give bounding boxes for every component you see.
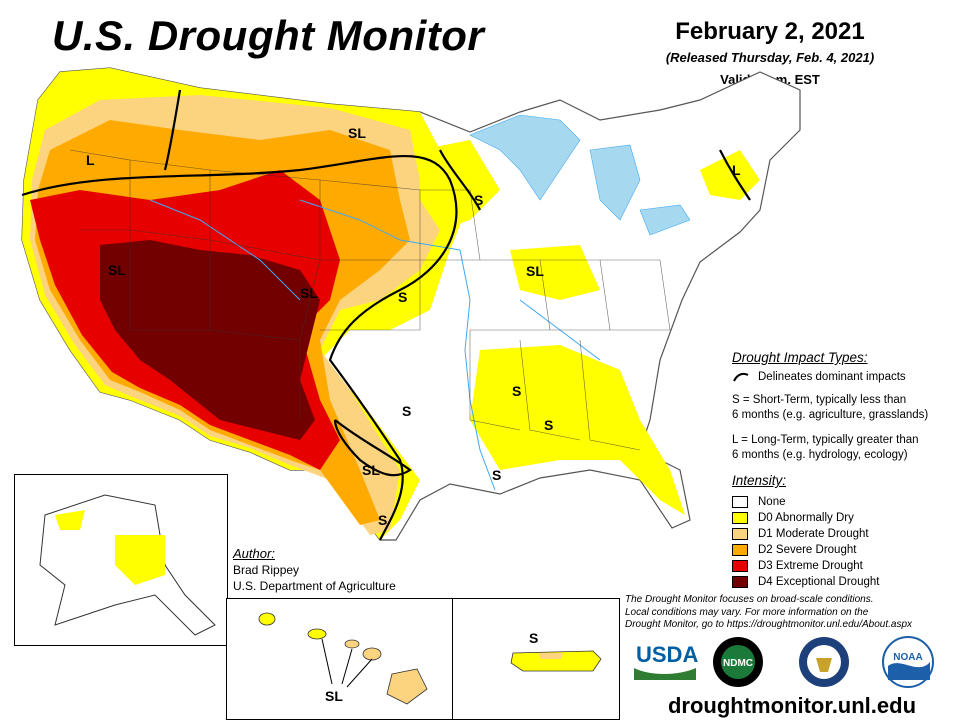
- alaska-d0: [115, 535, 165, 585]
- label-kansas-s: S: [398, 289, 407, 305]
- long-term-line-1: L = Long-Term, typically greater than: [732, 434, 919, 446]
- label-texas-sl: SL: [362, 462, 380, 478]
- intensity-swatch: [732, 496, 748, 508]
- label-alabama-s: S: [544, 417, 553, 433]
- map-title: U.S. Drought Monitor: [52, 12, 485, 59]
- label-illinois-sl: SL: [526, 263, 544, 279]
- impact-line-entry: Delineates dominant impacts: [732, 371, 952, 383]
- label-minnesota-s: S: [474, 192, 483, 208]
- intensity-row: D1 Moderate Drought: [732, 526, 952, 542]
- disclaimer-note: The Drought Monitor focuses on broad-sca…: [625, 594, 955, 632]
- intensity-swatch: [732, 528, 748, 540]
- drought-d0-ohio: [510, 245, 600, 300]
- impact-lines: [21, 89, 751, 541]
- short-term-description: S = Short-Term, typically less than 6 mo…: [732, 393, 952, 423]
- intensity-label: D4 Exceptional Drought: [758, 576, 880, 588]
- label-oregon-l: L: [86, 152, 95, 168]
- intensity-swatch: [732, 576, 748, 588]
- commerce-seal: [798, 636, 852, 695]
- long-term-line-2: 6 months (e.g. hydrology, ecology): [732, 449, 908, 461]
- puerto-rico-inset: S: [452, 598, 620, 720]
- label-hawaii-sl: SL: [325, 688, 343, 704]
- intensity-row: D0 Abnormally Dry: [732, 510, 952, 526]
- svg-text:NDMC: NDMC: [723, 658, 753, 669]
- drought-d4-southwest: [100, 240, 320, 440]
- svg-text:USDA: USDA: [636, 642, 698, 667]
- agency-logos: USDA NDMC NOAA: [630, 636, 950, 689]
- impact-line-icon: [733, 372, 749, 382]
- intensity-label: D3 Extreme Drought: [758, 560, 863, 572]
- release-date: (Released Thursday, Feb. 4, 2021): [665, 50, 875, 65]
- intensity-row: D4 Exceptional Drought: [732, 574, 952, 590]
- legend: Drought Impact Types: Delineates dominan…: [732, 350, 952, 590]
- alaska-inset: [14, 474, 228, 646]
- label-texas-s-north: S: [402, 403, 411, 419]
- short-term-line-2: 6 months (e.g. agriculture, grasslands): [732, 409, 929, 421]
- label-newengland-l: L: [732, 162, 741, 178]
- website-link[interactable]: droughtmonitor.unl.edu: [667, 693, 917, 718]
- hawaii-inset: SL: [226, 598, 454, 720]
- author-block: Author: Brad Rippey U.S. Department of A…: [233, 546, 396, 594]
- intensity-list: None D0 Abnormally Dry D1 Moderate Drought…: [732, 494, 952, 590]
- intensity-label: None: [758, 496, 786, 508]
- drought-d0-southeast: [470, 345, 685, 515]
- label-texas-s-south: S: [378, 512, 387, 528]
- great-lakes: [469, 114, 691, 236]
- label-southwest-sl: SL: [300, 285, 318, 301]
- state-borders: [69, 149, 671, 451]
- drought-d0-midwest: [420, 140, 500, 230]
- label-louisiana-s: S: [492, 467, 501, 483]
- intensity-row: D3 Extreme Drought: [732, 558, 952, 574]
- impact-line-label: Delineates dominant impacts: [758, 371, 906, 383]
- note-line-2: Local conditions may vary. For more info…: [625, 606, 869, 618]
- long-term-description: L = Long-Term, typically greater than 6 …: [732, 433, 952, 463]
- intensity-swatch: [732, 512, 748, 524]
- label-mississippi-s: S: [512, 383, 521, 399]
- ndmc-logo: NDMC: [712, 636, 766, 695]
- intensity-row: D2 Severe Drought: [732, 542, 952, 558]
- alaska-d0-west: [55, 510, 85, 530]
- intensity-heading: Intensity:: [732, 473, 787, 488]
- alaska-map: [39, 494, 216, 636]
- intensity-swatch: [732, 560, 748, 572]
- label-west-sl: SL: [108, 262, 126, 278]
- note-line-3: Drought Monitor, go to https://droughtmo…: [625, 619, 913, 630]
- map-date: February 2, 2021: [675, 18, 865, 45]
- noaa-logo: NOAA: [880, 636, 938, 695]
- hawaii-map: SL: [258, 612, 428, 705]
- usda-logo: USDA: [630, 636, 700, 689]
- label-puerto-rico-s: S: [529, 630, 538, 646]
- short-term-line-1: S = Short-Term, typically less than: [732, 394, 907, 406]
- intensity-label: D0 Abnormally Dry: [758, 512, 854, 524]
- label-plains-sl: SL: [348, 125, 366, 141]
- author-name: Brad Rippey: [233, 563, 300, 577]
- intensity-label: D2 Severe Drought: [758, 544, 857, 556]
- author-org: U.S. Department of Agriculture: [233, 579, 396, 593]
- author-heading: Author:: [233, 546, 275, 561]
- svg-text:NOAA: NOAA: [893, 652, 922, 663]
- drought-d0-newengland: [700, 150, 760, 200]
- puerto-rico-map: S: [510, 630, 602, 672]
- impact-types-heading: Drought Impact Types:: [732, 350, 868, 365]
- intensity-swatch: [732, 544, 748, 556]
- note-line-1: The Drought Monitor focuses on broad-sca…: [625, 594, 874, 605]
- intensity-row: None: [732, 494, 952, 510]
- intensity-label: D1 Moderate Drought: [758, 528, 869, 540]
